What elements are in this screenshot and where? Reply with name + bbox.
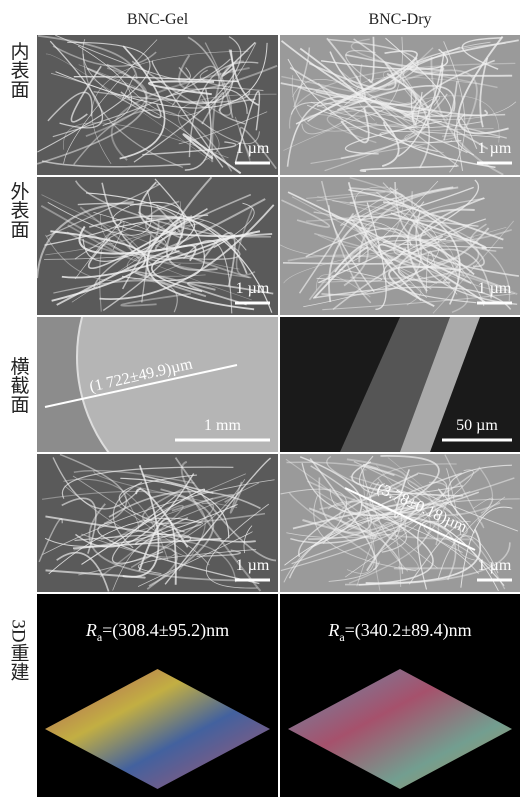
roughness-symbol: R — [85, 620, 97, 640]
figure: BNC-Gel BNC-Dry 内表面外表面横截面 3D重建 1 µm 1 µm 1 µm 1… — [0, 0, 520, 797]
column-header: BNC-Dry — [368, 11, 431, 28]
scale-bar-label: 1 µm — [236, 557, 270, 574]
column-header: BNC-Gel — [127, 11, 189, 28]
roughness-value: =(340.2±89.4)nm — [345, 620, 472, 641]
row-label: 外表面 — [8, 181, 30, 238]
row-label: 3D重建 — [8, 619, 30, 680]
scale-bar-label: 1 µm — [478, 140, 512, 157]
roughness-value: =(308.4±95.2)nm — [102, 620, 229, 641]
roughness-symbol: R — [327, 620, 339, 640]
scale-bar-label: 1 µm — [478, 280, 512, 297]
scale-bar-label: 1 mm — [204, 417, 241, 434]
scale-bar-label: 1 µm — [236, 280, 270, 297]
scale-bar-label: 50 µm — [456, 417, 498, 434]
scale-bar-label: 1 µm — [236, 140, 270, 157]
row-label: 内表面 — [8, 41, 30, 98]
scale-bar-label: 1 µm — [478, 557, 512, 574]
row-label: 横截面 — [8, 356, 30, 413]
